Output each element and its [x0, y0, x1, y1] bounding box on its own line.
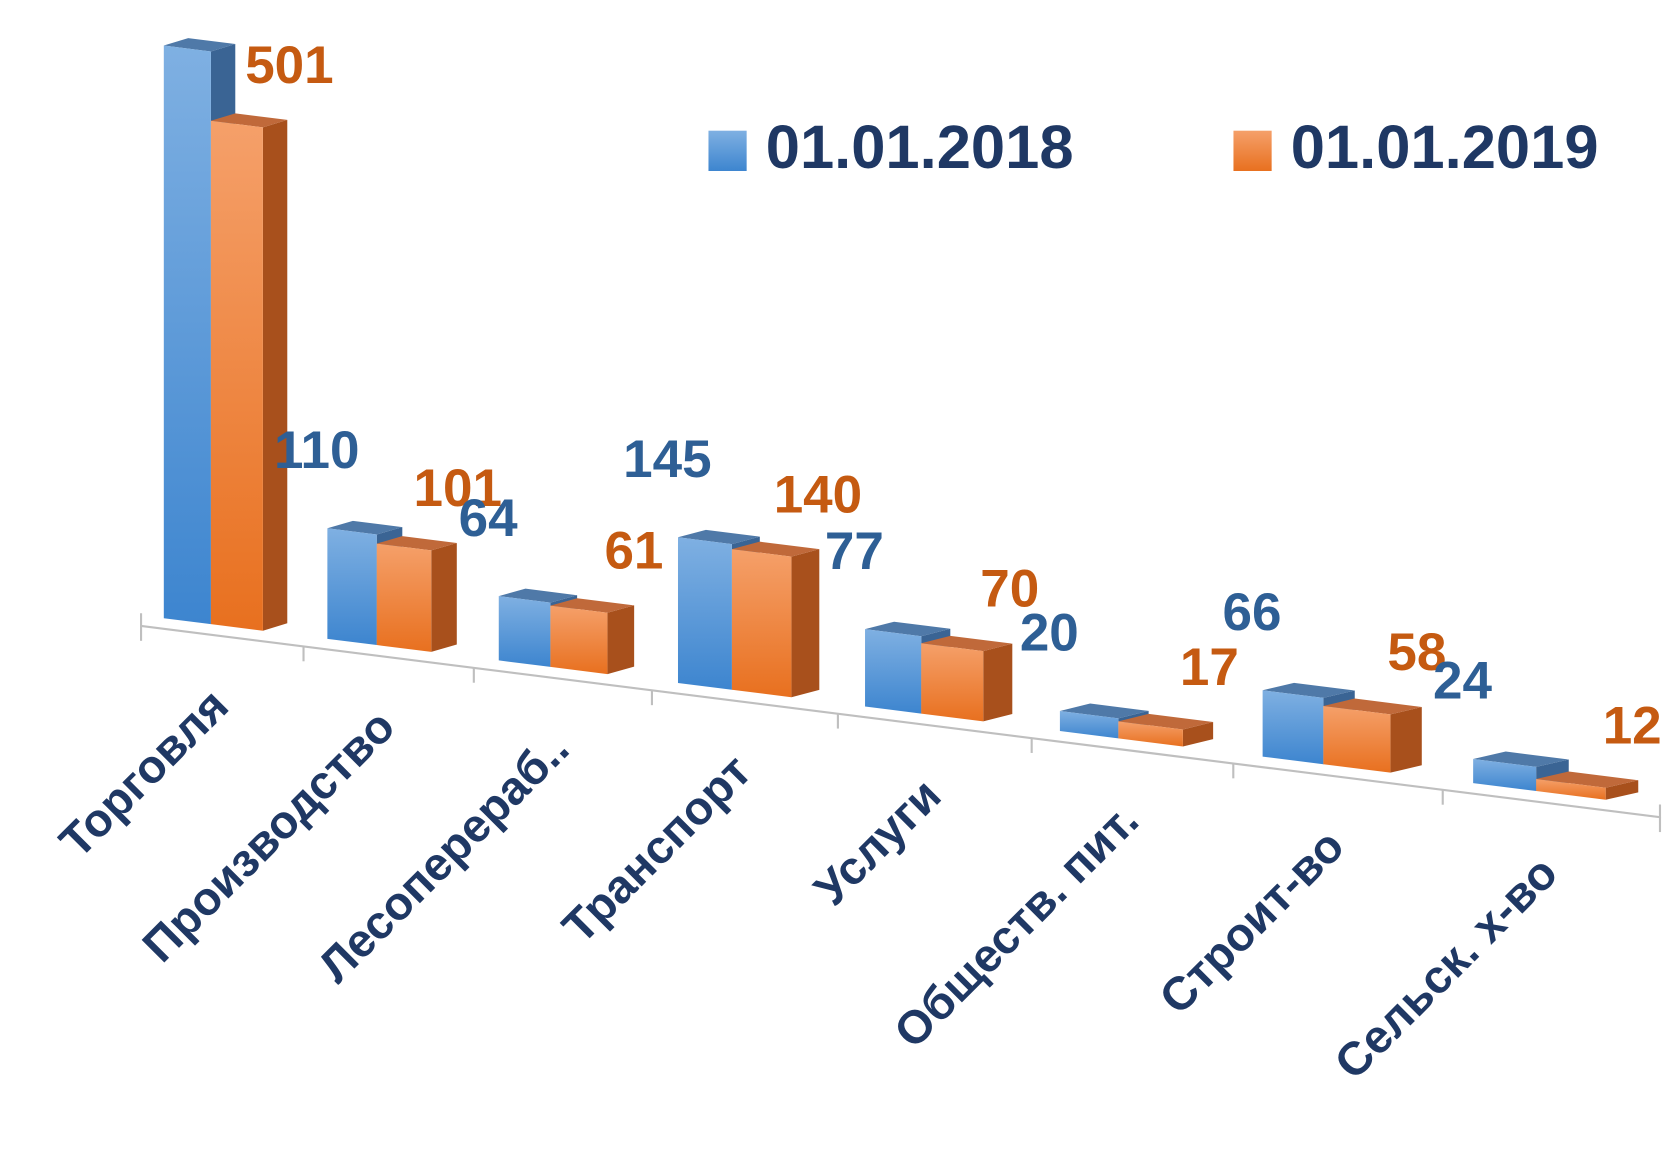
bar-side	[1605, 780, 1639, 800]
bar-top	[1473, 751, 1569, 767]
x-tick-label: Услуги	[804, 769, 950, 915]
bar-top	[731, 541, 820, 557]
value-label: 66	[1223, 583, 1282, 642]
bar-top	[1059, 703, 1149, 719]
bar-top	[677, 529, 760, 545]
value-label: 58	[1387, 623, 1446, 682]
bar-top	[327, 520, 403, 535]
value-label: 70	[980, 560, 1039, 619]
bar	[1262, 690, 1324, 765]
bar	[731, 549, 792, 698]
bar	[210, 120, 263, 631]
bar-top	[1536, 771, 1639, 788]
bar-side	[431, 543, 457, 652]
x-tick-label: Транспорт	[552, 745, 760, 953]
x-tick-label: Обществ. пит.	[884, 793, 1148, 1057]
bar	[163, 45, 211, 625]
bar	[550, 605, 608, 675]
bar-side	[607, 605, 635, 675]
legend-swatch	[1233, 130, 1272, 171]
value-label: 20	[1020, 604, 1079, 663]
x-tick-label: Строит-во	[1149, 819, 1353, 1023]
value-label: 77	[825, 522, 884, 581]
bar-top	[210, 113, 288, 128]
bar-top	[550, 598, 635, 613]
legend-label: 01.01.2018	[766, 113, 1074, 182]
value-label: 145	[623, 430, 711, 489]
value-label: 101	[414, 459, 502, 518]
bar-side	[983, 643, 1013, 722]
bar	[1536, 778, 1606, 800]
bar-top	[1323, 698, 1422, 715]
bar-top	[163, 38, 236, 52]
bar-top	[865, 621, 951, 637]
bar	[677, 537, 732, 690]
floor-line	[139, 613, 1662, 819]
bar	[376, 543, 432, 652]
bar-top	[921, 635, 1013, 652]
bar-side	[1390, 706, 1422, 773]
bar	[1323, 705, 1391, 773]
bar-top	[498, 588, 578, 603]
value-label: 501	[245, 36, 333, 95]
bar-side	[1182, 722, 1214, 747]
bar-top	[376, 536, 457, 551]
value-label: 24	[1433, 652, 1492, 711]
bar	[327, 528, 377, 646]
legend-swatch	[708, 130, 747, 171]
value-label: 140	[774, 465, 862, 524]
bar	[865, 629, 922, 714]
value-label: 64	[459, 489, 518, 548]
bar	[1118, 721, 1183, 747]
legend-label: 01.01.2019	[1291, 113, 1599, 182]
bar	[498, 596, 551, 667]
value-label: 12	[1603, 696, 1662, 755]
value-label: 61	[604, 521, 663, 580]
bar-side	[262, 119, 288, 631]
bar	[921, 643, 984, 722]
bar	[1059, 710, 1119, 739]
x-tick-label: Торговля	[49, 679, 238, 868]
bar	[1473, 758, 1537, 792]
value-label: 17	[1180, 638, 1239, 697]
bar-side	[791, 549, 820, 698]
x-tick-label: Сельск. х-во	[1324, 846, 1567, 1089]
bar-top	[1118, 713, 1214, 730]
value-label: 110	[274, 421, 360, 480]
bar-top	[1262, 682, 1355, 698]
